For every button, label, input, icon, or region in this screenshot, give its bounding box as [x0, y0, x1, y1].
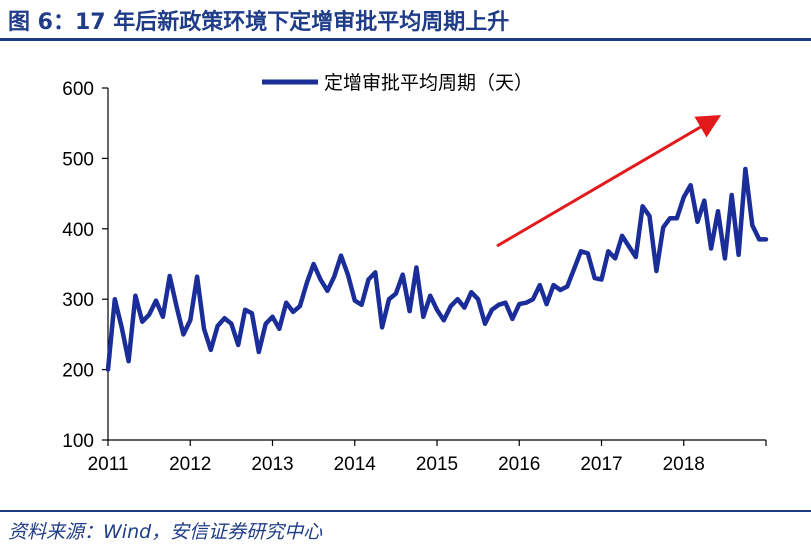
source-note: 资料来源：Wind，安信证券研究中心	[8, 521, 323, 543]
chart-legend: 定增审批平均周期（天）	[262, 72, 533, 94]
y-tick-label: 500	[62, 149, 94, 170]
x-tick-label: 2011	[88, 454, 129, 475]
y-tick-label: 600	[62, 79, 94, 100]
trend-arrow	[496, 114, 722, 248]
title-divider	[0, 38, 811, 41]
figure-title: 图 6：17 年后新政策环境下定增审批平均周期上升	[8, 10, 510, 35]
y-axis-ticks: 100 200 300 400 500 600	[62, 79, 108, 452]
footer-divider	[0, 510, 811, 512]
chart-axes	[107, 88, 766, 441]
x-tick-label: 2012	[169, 454, 211, 475]
x-tick-label: 2017	[580, 454, 622, 475]
legend-label: 定增审批平均周期（天）	[324, 72, 533, 94]
x-tick-label: 2016	[498, 454, 540, 475]
x-tick-label: 2015	[416, 454, 458, 475]
y-tick-label: 100	[62, 431, 94, 452]
x-axis-ticks: 2011 2012 2013 2014 2015 2016 2017 2018	[88, 440, 767, 475]
x-tick-label: 2014	[334, 454, 377, 475]
x-tick-label: 2018	[663, 454, 705, 475]
x-tick-label: 2013	[251, 454, 293, 475]
y-tick-label: 400	[62, 220, 94, 241]
y-tick-label: 200	[62, 361, 94, 382]
y-tick-label: 300	[62, 290, 94, 311]
series-line-0	[105, 166, 769, 372]
series-lines	[105, 166, 769, 372]
